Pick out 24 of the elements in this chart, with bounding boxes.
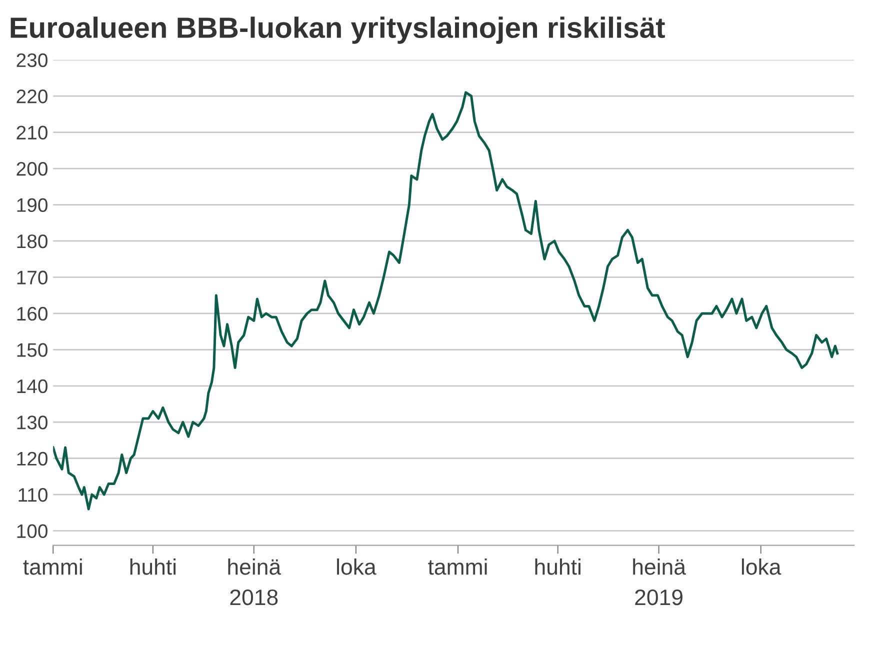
x-tick-label: heinä 2018 — [228, 558, 282, 606]
x-tick-label: huhti — [130, 558, 176, 575]
y-tick-label: 140 — [17, 379, 48, 394]
y-tick-label: 120 — [17, 452, 48, 466]
y-tick-label: 200 — [16, 162, 48, 176]
y-tick-label: 230 — [16, 53, 48, 68]
y-tick-label: 180 — [17, 234, 48, 248]
y-tick-label: 110 — [18, 488, 48, 502]
x-tick-label: tammi — [23, 558, 82, 575]
y-tick-label: 100 — [17, 524, 48, 538]
y-tick-label: 170 — [17, 270, 48, 284]
x-tick-label: tammi — [428, 558, 487, 575]
chart-title: Euroalueen BBB-luokan yrityslainojen riskilisät — [10, 16, 665, 44]
x-tick-label: loka — [337, 558, 376, 575]
y-tick-label: 160 — [17, 306, 48, 321]
y-tick-label: 220 — [16, 90, 48, 104]
x-tick-label: huhti — [535, 558, 580, 575]
x-tick-label: loka — [742, 558, 782, 575]
line-series — [53, 91, 839, 510]
y-tick-label: 190 — [17, 198, 48, 212]
y-tick-label: 150 — [17, 343, 48, 357]
y-tick-label: 130 — [17, 416, 48, 430]
y-tick-label: 210 — [16, 126, 48, 140]
x-tick-label: heinä 2019 — [633, 558, 686, 606]
